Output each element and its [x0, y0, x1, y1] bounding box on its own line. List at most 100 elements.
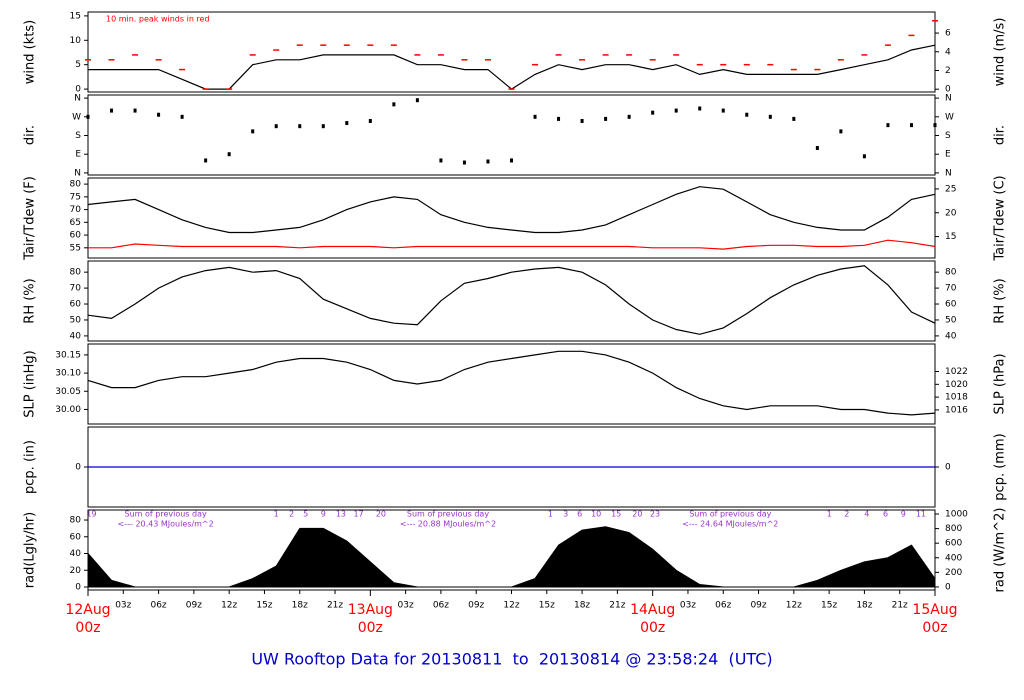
x-tick-label: 06z	[433, 601, 449, 611]
data-point	[133, 108, 137, 113]
x-tick-label: 18z	[856, 601, 872, 611]
hour-mark: 19	[86, 510, 96, 519]
y2-tick-label: 600	[945, 539, 962, 549]
panel-frame	[87, 177, 936, 259]
data-point	[839, 129, 843, 134]
hour-mark: 6	[883, 510, 888, 519]
x-date-label: 13Aug	[348, 602, 393, 618]
y-tick-label: 20	[70, 566, 82, 576]
y2-tick-label: 1018	[945, 393, 968, 403]
data-point	[580, 118, 584, 123]
x-date-hour: 00z	[922, 620, 947, 636]
y2-tick-label: 1016	[945, 405, 968, 415]
x-tick-label: 09z	[186, 601, 202, 611]
hour-mark: 3	[563, 510, 568, 519]
data-point	[392, 102, 396, 107]
data-line	[87, 350, 936, 416]
data-point	[768, 114, 772, 119]
y-tick-label: 30.10	[55, 369, 81, 379]
data-point	[298, 124, 302, 129]
y2-tick-label: 200	[945, 568, 962, 578]
y-tick-label: 60	[70, 532, 82, 542]
y-tick-label: 80	[70, 516, 82, 526]
x-tick-label: 15z	[821, 601, 837, 611]
data-point	[180, 114, 184, 119]
data-point	[321, 124, 325, 129]
panel-frame	[87, 11, 936, 93]
panel-frame	[87, 343, 936, 425]
y-tick-label: S	[75, 131, 81, 141]
y2-axis-label: SLP (hPa)	[993, 353, 1008, 414]
y-tick-label: 60	[70, 300, 82, 310]
daily-total: <--- 20.88 MJoules/m^2	[400, 520, 496, 529]
y-tick-label: 40	[70, 549, 82, 559]
y-tick-label: 10	[70, 36, 82, 46]
data-point	[651, 110, 655, 115]
x-tick-label: 03z	[398, 601, 414, 611]
x-tick-label: 03z	[680, 601, 696, 611]
y2-tick-label: 2	[945, 66, 951, 76]
data-line	[87, 186, 936, 234]
hour-mark: 2	[844, 510, 849, 519]
hour-mark: 1	[548, 510, 553, 519]
y2-tick-label: 25	[945, 184, 956, 194]
y-tick-label: 0	[75, 582, 81, 592]
x-tick-label: 03z	[115, 601, 131, 611]
hour-mark: 20	[632, 510, 642, 519]
y2-tick-label: E	[945, 150, 951, 160]
x-tick-label: 18z	[292, 601, 308, 611]
x-date-label: 15Aug	[912, 602, 957, 618]
data-line	[87, 265, 936, 335]
y2-tick-label: 400	[945, 553, 962, 563]
y-axis-label: pcp. (in)	[23, 440, 38, 494]
x-tick-label: 12z	[221, 601, 237, 611]
data-point	[862, 154, 866, 159]
panel-frame	[87, 260, 936, 342]
y2-tick-label: N	[945, 168, 952, 178]
data-point	[815, 145, 819, 150]
y-tick-label: 75	[70, 192, 81, 202]
y-tick-label: 0	[75, 85, 81, 95]
y-tick-label: 30.05	[55, 387, 81, 397]
hour-mark: 13	[336, 510, 346, 519]
x-tick-label: 15z	[256, 601, 272, 611]
y2-tick-label: 20	[945, 208, 957, 218]
y2-tick-label: 70	[945, 284, 957, 294]
y2-tick-label: 40	[945, 331, 957, 341]
data-point	[227, 152, 231, 157]
data-point	[486, 159, 490, 164]
y2-axis-label: rad (W/m^2)	[993, 508, 1008, 593]
hour-mark: 11	[916, 510, 926, 519]
y-tick-label: 70	[70, 205, 82, 215]
data-point	[674, 108, 678, 113]
x-tick-label: 06z	[150, 601, 166, 611]
data-point	[86, 114, 90, 119]
y-tick-label: 15	[70, 11, 81, 21]
hour-mark: 5	[303, 510, 308, 519]
data-point	[251, 129, 255, 134]
y-tick-label: N	[74, 168, 81, 178]
daily-total: <--- 20.43 MJoules/m^2	[118, 520, 214, 529]
data-point	[345, 121, 349, 126]
y-tick-label: 50	[70, 315, 82, 325]
y2-axis-label: wind (m/s)	[993, 18, 1008, 87]
y2-tick-label: N	[945, 94, 952, 104]
x-tick-label: 09z	[468, 601, 484, 611]
y-axis-label: RH (%)	[23, 278, 38, 323]
x-date-hour: 00z	[358, 620, 383, 636]
x-tick-label: 21z	[609, 601, 625, 611]
y-tick-label: 40	[70, 331, 82, 341]
y-tick-label: 70	[70, 284, 82, 294]
x-date-hour: 00z	[640, 620, 665, 636]
daily-total-heading: Sum of previous day	[689, 510, 771, 519]
data-point	[415, 98, 419, 103]
y-tick-label: 60	[70, 231, 82, 241]
hour-mark: 20	[376, 510, 386, 519]
y2-tick-label: 80	[945, 268, 957, 278]
y2-tick-label: 4	[945, 47, 951, 57]
y2-tick-label: 0	[945, 85, 951, 95]
hour-mark: 15	[611, 510, 621, 519]
data-point	[510, 158, 513, 163]
hour-mark: 4	[864, 510, 869, 519]
data-point	[627, 114, 631, 119]
